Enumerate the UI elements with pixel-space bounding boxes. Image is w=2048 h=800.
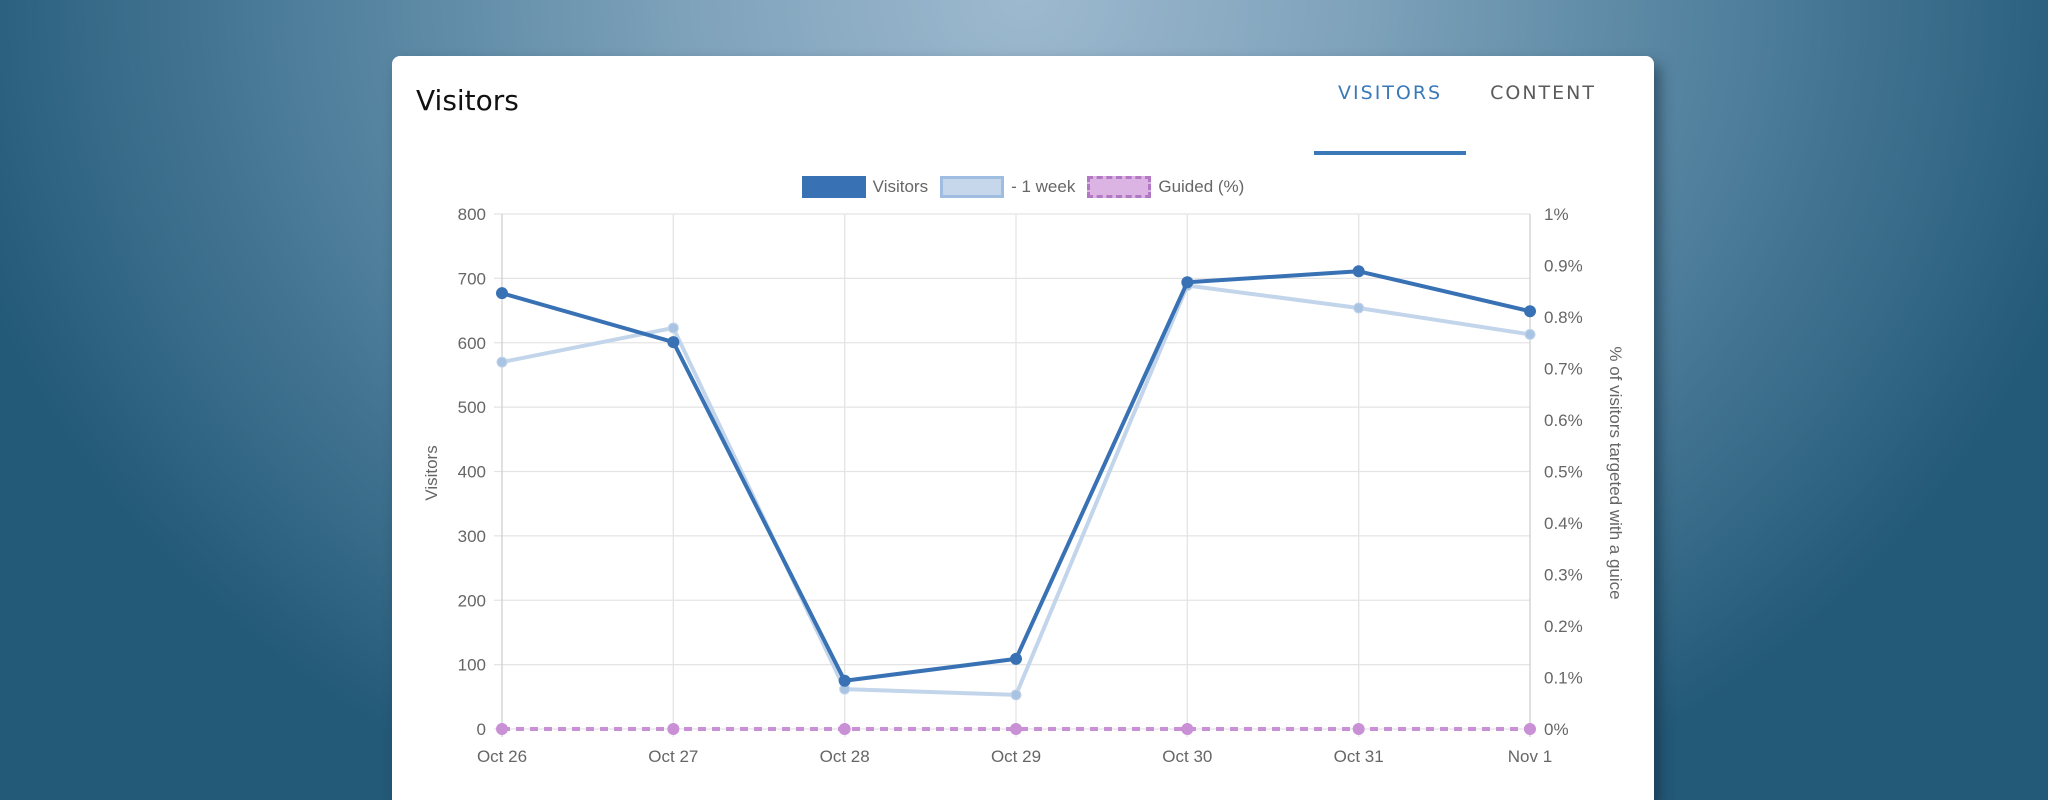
data-point[interactable] <box>1524 305 1536 318</box>
x-axis: Oct 26 Oct 27 Oct 28 Oct 29 Oct 30 Oct 31 Nov … <box>477 747 1552 766</box>
data-point[interactable] <box>496 287 508 300</box>
x-tick-label: Oct 28 <box>820 747 870 766</box>
legend-swatch-visitors <box>801 176 866 198</box>
legend-swatch-guided <box>1087 176 1152 198</box>
y-tick-label: 800 <box>458 205 486 224</box>
tab-bar: VISITORS CONTENT <box>1314 56 1620 155</box>
line-chart: 0 100 200 300 400 500 600 700 800 0% 0.1% 0.2% 0.3%… <box>422 205 1625 766</box>
x-tick-label: Oct 29 <box>991 747 1041 766</box>
legend-label: Visitors <box>872 177 929 196</box>
chart-legend: Visitors - 1 week Guided (%) <box>392 176 1654 198</box>
x-tick-label: Oct 27 <box>648 747 698 766</box>
chart-series <box>496 265 1536 735</box>
data-point[interactable] <box>1181 276 1194 289</box>
y-tick-label: 100 <box>458 656 486 675</box>
data-point[interactable] <box>1524 723 1536 735</box>
data-point[interactable] <box>838 723 851 735</box>
y-tick-label: 600 <box>458 334 486 353</box>
data-point[interactable] <box>1010 723 1022 735</box>
y-right-tick-label: 0% <box>1544 720 1569 739</box>
data-point[interactable] <box>667 723 680 735</box>
data-point[interactable] <box>838 674 851 687</box>
y-axis-title-left: Visitors <box>422 445 441 500</box>
data-point[interactable] <box>1352 265 1365 278</box>
y-right-tick-label: 0.1% <box>1544 669 1583 688</box>
y-right-tick-label: 0.8% <box>1544 308 1583 327</box>
y-tick-label: 200 <box>458 591 486 610</box>
data-point[interactable] <box>1524 328 1536 340</box>
y-right-tick-label: 1% <box>1544 205 1569 224</box>
x-tick-label: Oct 31 <box>1334 747 1384 766</box>
legend-item-previous-week[interactable]: - 1 week <box>940 176 1075 198</box>
y-right-tick-label: 0.4% <box>1544 514 1583 533</box>
y-tick-label: 700 <box>458 269 486 288</box>
y-right-tick-label: 0.6% <box>1544 411 1583 430</box>
legend-item-guided[interactable]: Guided (%) <box>1087 176 1244 198</box>
data-point[interactable] <box>1181 723 1194 735</box>
y-tick-label: 500 <box>458 398 486 417</box>
data-point[interactable] <box>667 336 680 349</box>
y-right-tick-label: 0.5% <box>1544 463 1583 482</box>
y-axis-title-right: % of visitors targeted with a guice <box>1606 346 1625 599</box>
y-right-tick-label: 0.9% <box>1544 257 1583 276</box>
series-0 <box>496 265 1536 687</box>
y-right-tick-label: 0.2% <box>1544 617 1583 636</box>
data-point[interactable] <box>496 723 508 735</box>
card-title: Visitors <box>416 84 519 117</box>
x-tick-label: Oct 26 <box>477 747 527 766</box>
y-axis-right: 0% 0.1% 0.2% 0.3% 0.4% 0.5% 0.6% 0.7% 0.8% 0.9% 1% <box>1544 205 1583 739</box>
legend-label: Guided (%) <box>1158 177 1245 196</box>
tab-content[interactable]: CONTENT <box>1490 82 1596 104</box>
y-tick-label: 400 <box>458 463 486 482</box>
x-tick-label: Oct 30 <box>1162 747 1212 766</box>
y-tick-label: 0 <box>477 720 486 739</box>
visitors-card: Visitors VISITORS CONTENT Visitors - 1 w… <box>392 56 1654 800</box>
tab-visitors[interactable]: VISITORS <box>1314 56 1467 155</box>
data-point[interactable] <box>1010 652 1022 665</box>
x-tick-label: Nov 1 <box>1508 747 1552 766</box>
y-tick-label: 300 <box>458 527 486 546</box>
series-2 <box>496 723 1536 735</box>
data-point[interactable] <box>667 322 679 334</box>
legend-label: - 1 week <box>1011 177 1076 196</box>
data-point[interactable] <box>496 356 508 368</box>
y-right-tick-label: 0.7% <box>1544 360 1583 379</box>
y-right-tick-label: 0.3% <box>1544 566 1583 585</box>
data-point[interactable] <box>1010 689 1022 701</box>
data-point[interactable] <box>1353 302 1365 314</box>
data-point[interactable] <box>1352 723 1365 735</box>
legend-item-visitors[interactable]: Visitors <box>801 176 929 198</box>
legend-swatch-previous-week <box>940 176 1005 198</box>
y-axis-left: 0 100 200 300 400 500 600 700 800 <box>458 205 486 739</box>
